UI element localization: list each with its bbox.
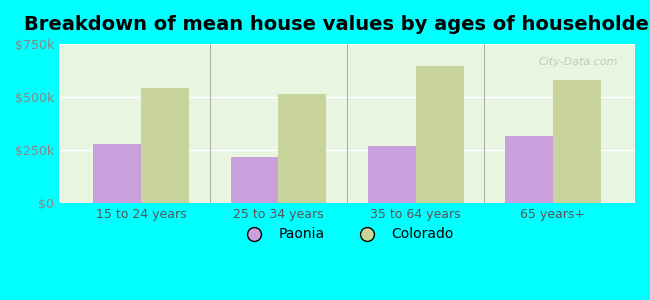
Title: Breakdown of mean house values by ages of householders: Breakdown of mean house values by ages o… bbox=[24, 15, 650, 34]
Bar bbox=[505, 136, 552, 203]
Bar bbox=[94, 144, 142, 203]
Bar bbox=[231, 158, 278, 203]
Bar bbox=[142, 88, 189, 203]
Bar bbox=[368, 146, 415, 203]
Bar bbox=[415, 66, 463, 203]
Text: City-Data.com: City-Data.com bbox=[538, 57, 617, 67]
Legend: Paonia, Colorado: Paonia, Colorado bbox=[235, 222, 460, 247]
Bar bbox=[278, 94, 326, 203]
Bar bbox=[552, 80, 601, 203]
